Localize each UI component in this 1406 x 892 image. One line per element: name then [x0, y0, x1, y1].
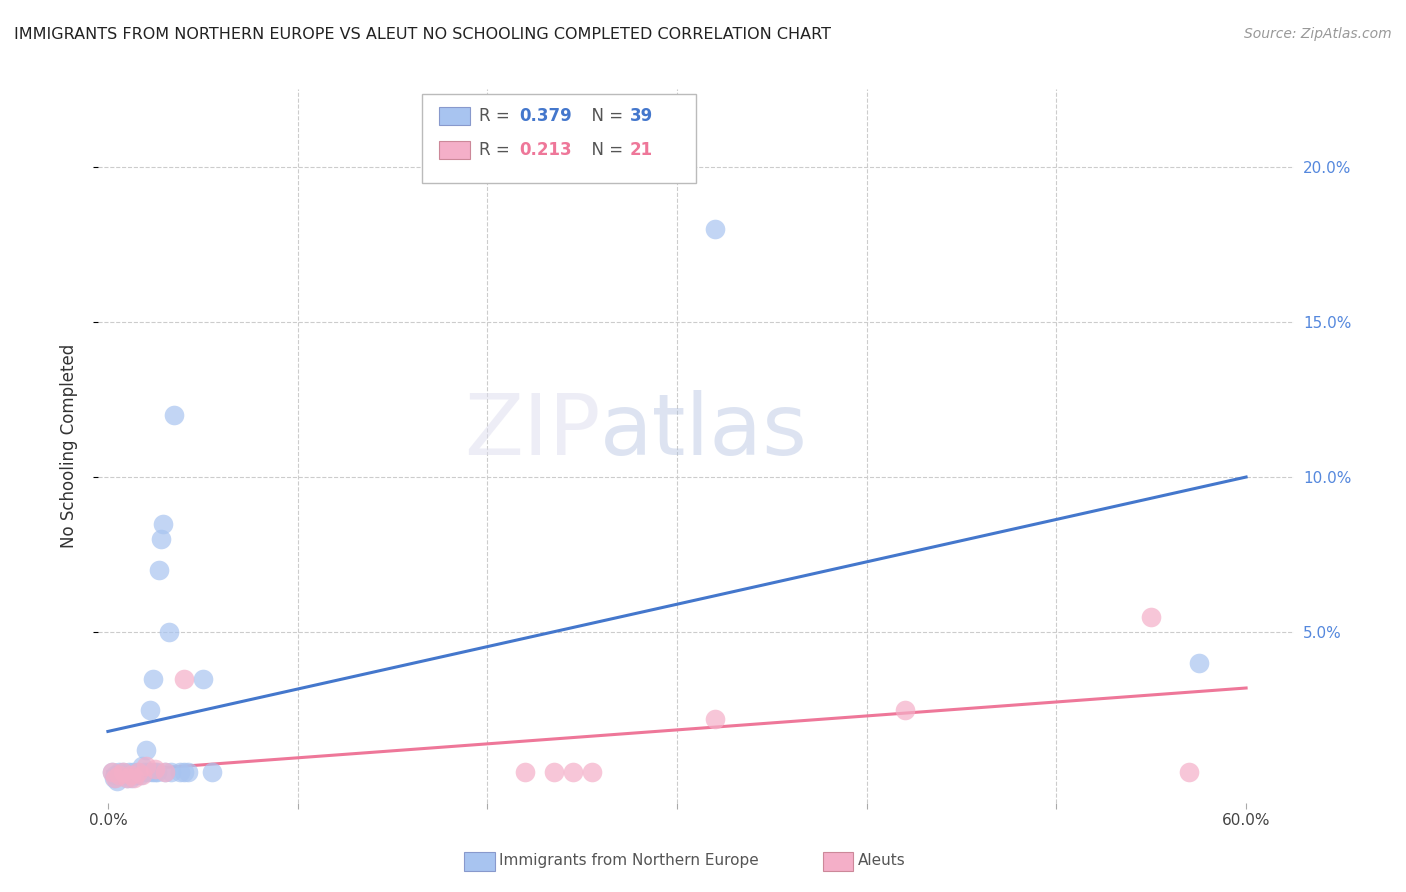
Text: ZIP: ZIP	[464, 390, 600, 474]
Point	[105, 774, 128, 789]
Point	[1178, 764, 1201, 779]
Point	[135, 758, 157, 772]
Point	[148, 563, 170, 577]
Point	[112, 764, 135, 779]
Text: 0.379: 0.379	[519, 107, 572, 125]
Point	[132, 764, 155, 779]
Text: Aleuts: Aleuts	[858, 854, 905, 868]
Point	[169, 764, 191, 779]
Point	[114, 768, 136, 782]
Point	[108, 768, 131, 782]
Y-axis label: No Schooling Completed: No Schooling Completed	[59, 344, 77, 548]
Point	[146, 764, 169, 779]
Point	[152, 516, 174, 531]
Text: 0.213: 0.213	[519, 141, 571, 159]
Point	[157, 625, 180, 640]
Text: atlas: atlas	[600, 390, 808, 474]
Point	[129, 768, 152, 782]
Text: N =: N =	[581, 141, 628, 159]
Point	[561, 764, 583, 779]
Text: IMMIGRANTS FROM NORTHERN EUROPE VS ALEUT NO SCHOOLING COMPLETED CORRELATION CHAR: IMMIGRANTS FROM NORTHERN EUROPE VS ALEUT…	[14, 27, 831, 42]
Text: Immigrants from Northern Europe: Immigrants from Northern Europe	[499, 854, 759, 868]
Point	[143, 764, 166, 779]
Point	[201, 764, 224, 779]
Point	[141, 764, 163, 779]
Point	[153, 764, 176, 779]
Point	[131, 758, 153, 772]
Point	[124, 771, 146, 785]
Point	[127, 764, 149, 779]
Point	[121, 764, 143, 779]
Point	[703, 712, 725, 726]
Point	[115, 771, 138, 785]
Point	[115, 771, 138, 785]
Point	[581, 764, 603, 779]
Point	[159, 764, 181, 779]
Text: Source: ZipAtlas.com: Source: ZipAtlas.com	[1244, 27, 1392, 41]
Point	[143, 762, 166, 776]
Point	[173, 764, 195, 779]
Point	[1188, 656, 1211, 670]
Point	[135, 743, 157, 757]
Point	[703, 222, 725, 236]
Point	[150, 532, 173, 546]
Text: R =: R =	[479, 107, 516, 125]
Point	[100, 764, 122, 779]
Point	[153, 764, 176, 779]
Point	[131, 768, 153, 782]
Text: 39: 39	[630, 107, 654, 125]
Point	[104, 768, 127, 782]
Point	[893, 703, 915, 717]
Point	[120, 771, 142, 785]
Point	[136, 764, 159, 779]
Point	[138, 703, 160, 717]
Point	[125, 768, 148, 782]
Point	[163, 408, 186, 422]
Text: 21: 21	[630, 141, 652, 159]
Point	[112, 764, 135, 779]
Text: N =: N =	[581, 107, 628, 125]
Point	[127, 764, 149, 779]
Point	[515, 764, 537, 779]
Point	[1140, 609, 1163, 624]
Point	[110, 768, 132, 782]
Point	[124, 768, 146, 782]
Text: R =: R =	[479, 141, 516, 159]
Point	[176, 764, 198, 779]
Point	[103, 771, 125, 785]
Point	[191, 672, 214, 686]
Point	[118, 764, 141, 779]
Point	[543, 764, 565, 779]
Point	[100, 764, 122, 779]
Point	[104, 771, 127, 785]
Point	[108, 764, 131, 779]
Point	[142, 672, 165, 686]
Point	[120, 768, 142, 782]
Point	[173, 672, 195, 686]
